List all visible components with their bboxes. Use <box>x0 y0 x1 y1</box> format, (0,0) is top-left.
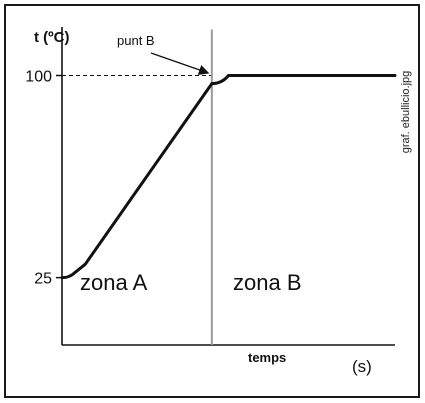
y-ticks: 25 100 <box>25 69 62 288</box>
y-tick-label: 100 <box>25 69 52 86</box>
x-axis-unit: (s) <box>352 357 372 376</box>
zone-a-label: zona A <box>80 270 148 295</box>
point-b-arrow <box>150 52 210 75</box>
y-tick-label: 25 <box>34 271 52 288</box>
series-line <box>60 74 397 280</box>
x-axis-label: temps <box>248 350 286 365</box>
zone-b-label: zona B <box>233 270 302 295</box>
image-credit: graf. ebullicio.jpg <box>400 71 412 154</box>
point-b-label: punt B <box>117 33 155 48</box>
axes <box>61 27 395 346</box>
y-axis-label: t (ºC) <box>34 29 69 46</box>
